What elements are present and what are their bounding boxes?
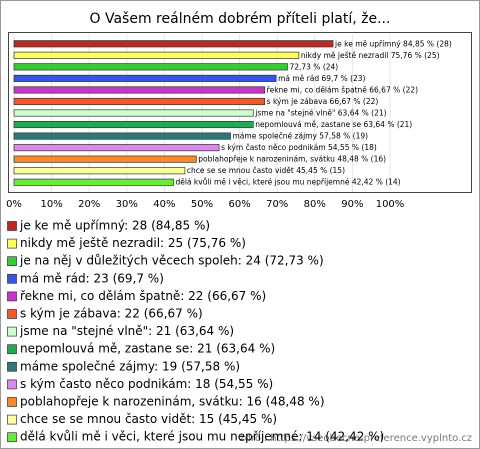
legend-swatch bbox=[7, 273, 17, 284]
value-label: poblahopřeje k narozeninám, svátku 48,48… bbox=[198, 155, 386, 164]
legend-swatch bbox=[7, 221, 17, 231]
legend-swatch bbox=[7, 238, 17, 249]
bar bbox=[13, 97, 266, 106]
x-tick-label: 0% bbox=[6, 199, 22, 210]
legend-swatch bbox=[7, 326, 17, 337]
legend-label: nikdy mě ještě nezradil: 25 (75,76 %) bbox=[20, 236, 246, 250]
chart-title: O Vašem reálném dobrém příteli platí, že… bbox=[90, 11, 391, 27]
value-label: máme společné zájmy 57,58 % (19) bbox=[233, 132, 369, 141]
legend-swatch bbox=[7, 361, 17, 372]
legend-label: s kým často něco podnikám: 18 (54,55 %) bbox=[20, 377, 273, 391]
value-label: chce se se mnou často vidět 45,45 % (15) bbox=[187, 166, 345, 175]
x-tick-label: 10% bbox=[40, 199, 62, 210]
bar bbox=[13, 120, 254, 129]
legend-swatch bbox=[7, 414, 17, 425]
legend-label: dělá kvůli mě i věci, které jsou mu nepř… bbox=[20, 430, 384, 444]
bar bbox=[13, 178, 174, 186]
bar bbox=[13, 74, 277, 82]
x-tick-label: 20% bbox=[78, 199, 100, 210]
legend-label: je ke mě upřímný: 28 (84,85 %) bbox=[19, 219, 210, 233]
bar bbox=[13, 51, 300, 59]
legend-swatch bbox=[7, 256, 17, 267]
bar bbox=[13, 155, 197, 163]
bar bbox=[13, 132, 231, 140]
x-tick-label: 70% bbox=[266, 199, 288, 210]
value-label: s kým často něco podnikám 54,55 % (18) bbox=[221, 143, 377, 152]
x-tick-label: 90% bbox=[341, 199, 363, 210]
x-tick-label: 50% bbox=[191, 199, 213, 210]
value-label: nepomlouvá mě, zastane se 63,64 % (21) bbox=[255, 120, 412, 129]
value-label: 72,73 % (24) bbox=[289, 62, 338, 71]
legend-label: nepomlouvá mě, zastane se: 21 (63,64 %) bbox=[20, 342, 275, 356]
legend-swatch bbox=[7, 344, 17, 355]
legend-swatch bbox=[7, 379, 17, 390]
legend-label: s kým je zábava: 22 (66,67 %) bbox=[20, 307, 203, 321]
bar bbox=[13, 144, 220, 152]
legend-swatch bbox=[7, 309, 17, 319]
legend-label: řekne mi, co dělám špatně: 22 (66,67 %) bbox=[20, 289, 266, 303]
x-tick-label: 100% bbox=[376, 199, 405, 210]
value-label: jsme na "stejné vlně" 63,64 % (21) bbox=[254, 109, 386, 118]
x-tick-label: 80% bbox=[304, 199, 326, 210]
source: zdroj: https://vseobecne-preference.vypl… bbox=[239, 433, 472, 444]
legend-swatch bbox=[7, 432, 17, 443]
legend-label: je na něj v důležitých věcech spoleh: 24… bbox=[19, 254, 324, 268]
value-label: s kým je zábava 66,67 % (22) bbox=[267, 97, 379, 106]
value-label: má mě rád 69,7 % (23) bbox=[278, 74, 365, 83]
bar bbox=[13, 63, 288, 71]
value-label: dělá kvůli mě i věci, které jsou mu nepř… bbox=[175, 178, 400, 187]
legend-label: má mě rád: 23 (69,7 %) bbox=[20, 271, 164, 285]
legend-swatch bbox=[7, 397, 17, 407]
legend-swatch bbox=[7, 291, 17, 302]
value-label: je ke mě upřímný 84,85 % (28) bbox=[334, 39, 452, 48]
value-label: nikdy mě ještě nezradil 75,76 % (25) bbox=[301, 51, 440, 60]
bar bbox=[13, 109, 254, 117]
bar bbox=[13, 40, 334, 48]
value-label: řekne mi, co dělám špatně 66,67 % (22) bbox=[267, 85, 418, 94]
bar bbox=[13, 167, 186, 175]
legend-label: poblahopřeje k narozeninám, svátku: 16 (… bbox=[20, 395, 325, 409]
bar bbox=[13, 86, 266, 94]
legend-label: jsme na "stejné vlně": 21 (63,64 %) bbox=[19, 324, 234, 338]
legend-label: máme společné zájmy: 19 (57,58 %) bbox=[20, 359, 240, 373]
x-tick-label: 30% bbox=[116, 199, 138, 210]
legend-label: chce se se mnou často vidět: 15 (45,45 %… bbox=[20, 412, 277, 426]
x-tick-label: 60% bbox=[228, 199, 250, 210]
x-tick-label: 40% bbox=[153, 199, 175, 210]
